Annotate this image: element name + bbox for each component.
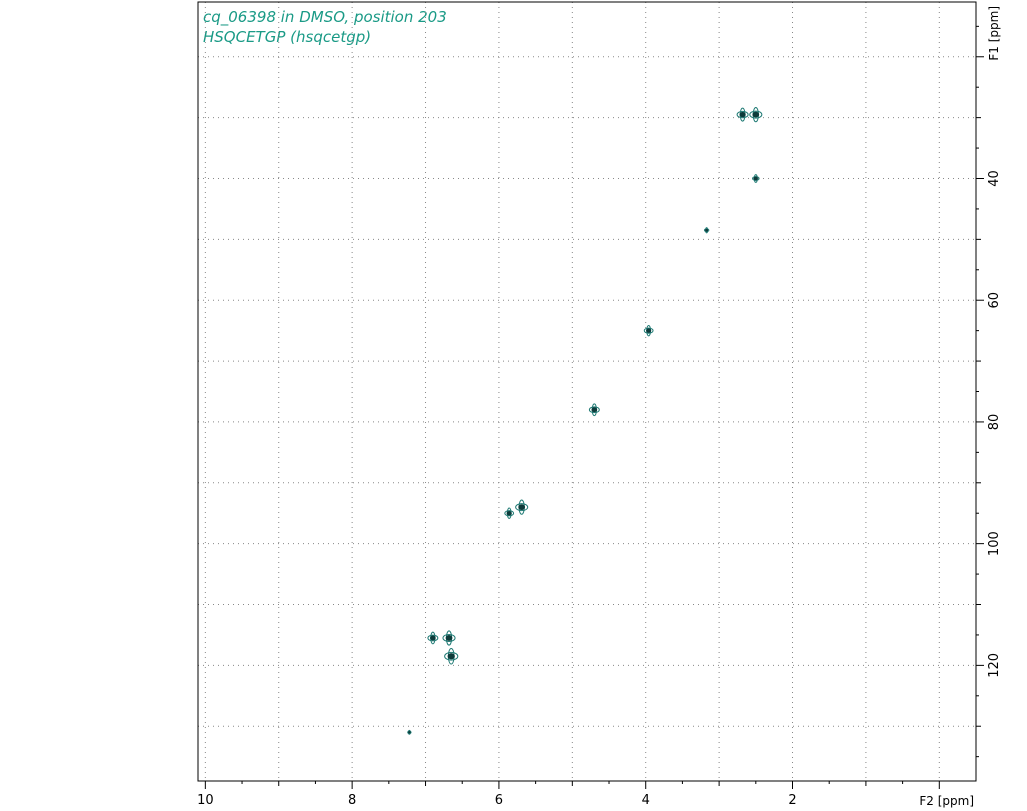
x-axis-title: F2 [ppm] (919, 794, 974, 808)
cross-peak[interactable] (703, 227, 710, 234)
peak-contour-core (753, 176, 758, 181)
peak-contour-core (705, 228, 709, 232)
cross-peak[interactable] (749, 106, 763, 123)
cross-peak[interactable] (588, 403, 600, 417)
cross-peak[interactable] (504, 507, 515, 519)
peak-contour-outer (703, 228, 710, 233)
peak-contour-core (591, 407, 598, 413)
x-tick-label: 6 (495, 793, 503, 808)
cross-peak[interactable] (444, 647, 459, 665)
cross-peak[interactable] (427, 631, 439, 645)
y-tick-label: 40 (987, 170, 1002, 187)
y-tick-label: 80 (987, 414, 1002, 431)
peak-contour-core (408, 731, 411, 734)
peak-contour-outer (504, 510, 515, 517)
peak-contour-outer (736, 110, 749, 119)
peak-contour-outer (444, 651, 459, 661)
x-tick-label: 10 (197, 793, 214, 808)
peak-contour-core (430, 635, 436, 641)
y-tick-label: 120 (987, 653, 1002, 678)
peak-contour-outer (749, 110, 763, 119)
grid-layer (198, 2, 976, 781)
peak-contour-core (445, 635, 453, 641)
x-tick-label: 2 (788, 793, 796, 808)
peak-contour-outer (515, 503, 529, 512)
x-tick-label: 4 (642, 793, 650, 808)
y-axis-title: F1 [ppm] (987, 6, 1001, 61)
cross-peak[interactable] (407, 729, 412, 735)
plot-frame (197, 1, 977, 782)
cross-peak[interactable] (442, 630, 456, 646)
peak-contour-core (752, 111, 760, 118)
peak-contour-outer (588, 406, 600, 414)
ticks-layer: 10 8 6 4 2 40 60 80 100 120 (197, 25, 1002, 808)
peak-contour-outer (407, 730, 412, 735)
spectrum-title: cq_06398 in DMSO, position 203 (203, 8, 447, 26)
peak-contour-core (506, 510, 512, 516)
cross-peak[interactable] (643, 324, 654, 337)
experiment-subtitle: HSQCETGP (hsqcetgp) (203, 28, 372, 46)
cross-peak[interactable] (752, 174, 760, 183)
peak-contour-outer (752, 176, 760, 181)
peak-contour-core (646, 328, 652, 333)
y-tick-label: 60 (987, 292, 1002, 309)
peak-contour-core (447, 653, 455, 660)
x-tick-label: 8 (348, 793, 356, 808)
peak-contour-outer (442, 633, 456, 643)
cross-peak[interactable] (736, 107, 749, 122)
peak-contour-outer (427, 634, 439, 642)
y-tick-label: 100 (987, 531, 1002, 556)
cross-peak[interactable] (515, 499, 529, 515)
peak-contour-outer (643, 327, 654, 334)
peaks-layer (407, 106, 763, 735)
peak-contour-core (518, 504, 526, 511)
peak-contour-core (739, 111, 746, 118)
